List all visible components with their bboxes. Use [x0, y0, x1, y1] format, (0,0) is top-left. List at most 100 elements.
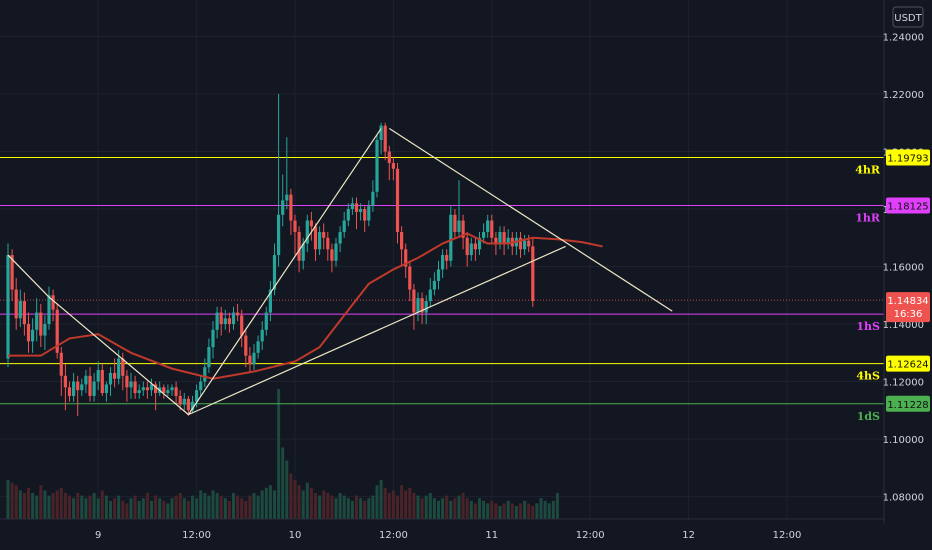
current-price-tag-box [886, 292, 930, 323]
volume-bar [547, 503, 551, 519]
price-axis-panel[interactable] [884, 0, 932, 524]
volume-bar [121, 500, 125, 519]
volume-bar [314, 493, 317, 519]
candle-body [104, 384, 108, 394]
volume-bar [412, 493, 416, 519]
candle-body [47, 295, 51, 325]
volume-bar [424, 495, 428, 519]
candle-body [51, 295, 55, 310]
candle-body [420, 298, 424, 313]
candle-body [252, 352, 256, 365]
level-tag-4hR [886, 149, 930, 166]
volume-bar [551, 500, 555, 519]
price-tick-label: 1.16000 [883, 263, 924, 274]
candle-body [367, 206, 371, 221]
volume-bar [514, 506, 518, 519]
level-name-1hR: 1hR [855, 211, 881, 224]
candle-body [72, 381, 76, 396]
volume-bar [236, 495, 240, 519]
currency-button[interactable]: USDT [892, 6, 924, 28]
candle-body [268, 289, 272, 313]
candle-body [395, 168, 400, 233]
volume-bar [453, 498, 457, 519]
volume-bar [125, 503, 129, 519]
volume-bar [555, 493, 559, 519]
candle-body [203, 367, 207, 382]
candle-body [350, 203, 354, 210]
volume-bar [178, 493, 182, 519]
time-axis-ticks: 9 12:00 10 12:00 11 12:00 12 12:00 [95, 530, 801, 541]
volume-bar [469, 500, 473, 519]
volume-bar [182, 498, 186, 519]
candle-body [305, 220, 309, 244]
candle-body [145, 387, 149, 391]
current-price-value: 1.14834 [887, 296, 928, 307]
trendline [7, 254, 50, 298]
candle-body [359, 209, 363, 212]
level-tag-1hR [886, 197, 930, 214]
candle-body [264, 312, 268, 330]
volume-bar [527, 503, 531, 519]
volume-bar [145, 493, 149, 519]
candle-body [186, 398, 190, 411]
volume-bar [506, 500, 510, 519]
volume-bar [84, 498, 88, 519]
candle-body [322, 232, 326, 238]
volume-bar [141, 498, 145, 519]
volume-bar [260, 490, 264, 519]
candle-body [391, 163, 395, 169]
volume-bar [387, 493, 391, 519]
candle-body [248, 355, 252, 365]
moving-average [8, 232, 603, 380]
currency-label: USDT [894, 13, 922, 24]
volume-bar [39, 485, 43, 519]
volume-bar [350, 500, 354, 519]
candle-body [334, 243, 338, 261]
candle-body [227, 318, 231, 325]
volume-bar [158, 498, 162, 519]
candle-body [297, 232, 301, 261]
volume-bar [519, 503, 522, 519]
price-tick-label: 1.14000 [883, 320, 924, 331]
candle-body [84, 375, 88, 385]
candle-body [428, 289, 432, 302]
volume-bar [478, 498, 481, 519]
candle-body [14, 289, 18, 319]
volume-bar [396, 495, 399, 519]
candle-body [477, 237, 482, 250]
volume-bar [174, 495, 178, 519]
candle-body [43, 324, 47, 336]
volume-bar [355, 495, 358, 519]
volume-bar [170, 498, 174, 519]
candle-body [498, 232, 502, 244]
candle-body [301, 243, 305, 261]
candle-body [465, 237, 469, 256]
candle-body [289, 194, 293, 221]
time-tick-label: 12:00 [576, 530, 605, 541]
candle-body [281, 200, 285, 215]
candle-body [154, 384, 158, 394]
candle-body [129, 381, 133, 388]
candle-body [375, 140, 379, 192]
candle-body [473, 243, 477, 250]
candle-body [486, 220, 490, 233]
volume-bar [346, 498, 350, 519]
volume-bars [6, 389, 559, 519]
volume-bar [338, 493, 342, 519]
volume-bar [391, 490, 395, 519]
volume-bar [281, 447, 285, 519]
volume-bar [510, 503, 514, 519]
volume-bar [268, 485, 272, 519]
candle-body [445, 255, 449, 261]
candle-body [80, 384, 84, 391]
volume-bar [502, 503, 506, 519]
volume-bar [72, 498, 76, 519]
volume-bar [117, 495, 121, 519]
candle-body [117, 358, 121, 379]
volume-bar [318, 495, 322, 519]
price-tick-label: 1.24000 [883, 33, 924, 44]
candle-body [490, 220, 494, 238]
volume-bar [129, 498, 133, 519]
candle-body [346, 209, 350, 221]
